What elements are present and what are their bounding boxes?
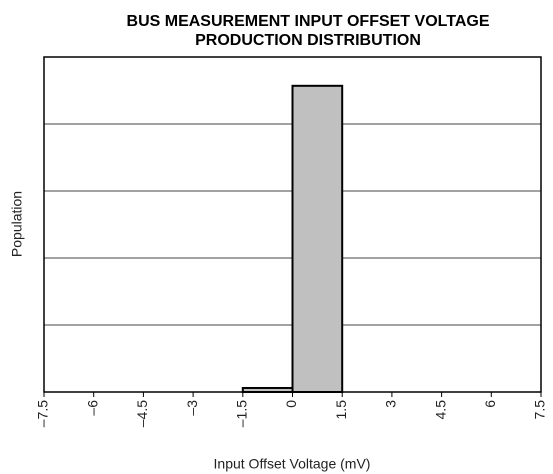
x-tick-label: –6 [84,400,100,416]
x-tick-label: 0 [283,400,299,408]
x-tick-label: –4.5 [134,400,150,427]
x-tick-label: 7.5 [532,400,548,420]
x-tick-label: 1.5 [333,400,349,420]
bar [291,84,344,393]
x-tick-label: 3 [383,400,399,408]
x-tick-label: 6 [482,400,498,408]
y-axis-label: Population [9,191,25,257]
x-tick-label: –7.5 [35,400,51,427]
chart-title: BUS MEASUREMENT INPUT OFFSET VOLTAGE [127,13,490,30]
chart-subtitle: PRODUCTION DISTRIBUTION [195,32,421,49]
x-axis-label: Input Offset Voltage (mV) [214,456,371,472]
x-tick-label: 4.5 [432,400,448,420]
x-tick-label: –3 [184,400,200,416]
x-tick-label: –1.5 [234,400,250,427]
